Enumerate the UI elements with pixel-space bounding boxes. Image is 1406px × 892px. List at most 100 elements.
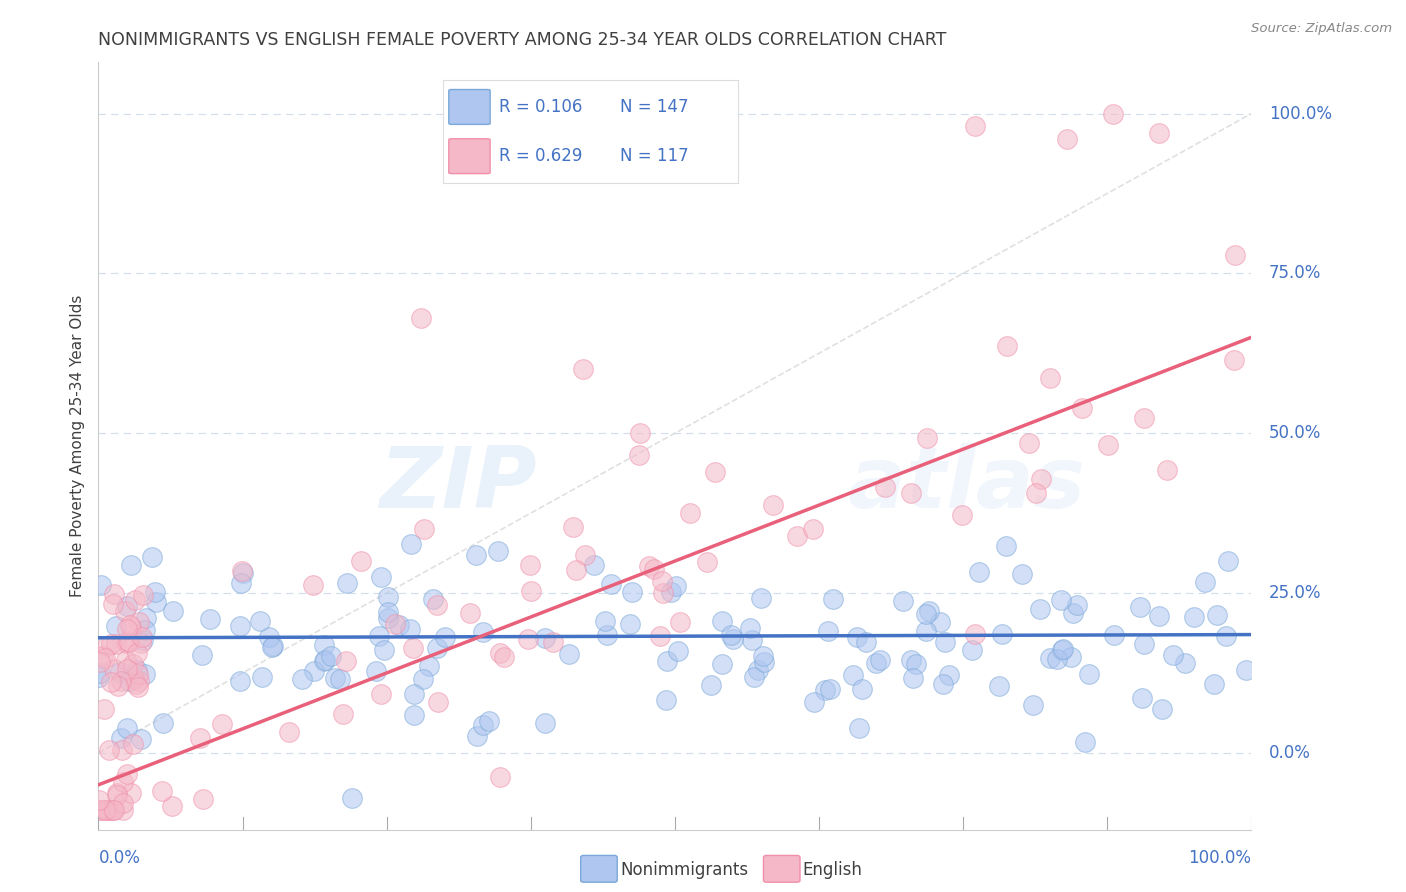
- Point: [132, 633, 155, 648]
- Point: [1218, 554, 1240, 568]
- Point: [402, 640, 425, 655]
- Point: [679, 506, 702, 520]
- Point: [875, 480, 897, 494]
- Point: [1039, 651, 1062, 665]
- Point: [377, 605, 399, 619]
- Point: [90, 804, 112, 818]
- Point: [752, 655, 775, 669]
- Point: [87, 670, 110, 684]
- Point: [655, 654, 678, 668]
- Point: [131, 731, 153, 746]
- Point: [112, 775, 135, 789]
- Text: 0.0%: 0.0%: [1268, 744, 1310, 762]
- Point: [117, 622, 139, 636]
- Text: 25.0%: 25.0%: [1268, 584, 1322, 602]
- Point: [1031, 471, 1053, 485]
- Point: [1156, 463, 1178, 477]
- Point: [1066, 598, 1088, 612]
- Point: [121, 737, 143, 751]
- Text: 0.0%: 0.0%: [98, 849, 141, 867]
- Point: [620, 584, 643, 599]
- Point: [651, 574, 673, 588]
- Point: [478, 714, 501, 728]
- Point: [118, 673, 141, 688]
- Point: [1029, 602, 1052, 616]
- Point: [1215, 629, 1237, 643]
- Point: [741, 633, 763, 648]
- Point: [321, 649, 343, 664]
- Point: [329, 672, 352, 686]
- Point: [1147, 126, 1170, 140]
- Point: [89, 793, 111, 807]
- Point: [191, 648, 214, 662]
- Point: [1011, 567, 1033, 582]
- Point: [565, 563, 588, 577]
- Point: [666, 644, 689, 658]
- Point: [94, 804, 117, 818]
- Point: [229, 619, 252, 633]
- Point: [865, 657, 887, 671]
- Point: [96, 640, 118, 654]
- Point: [150, 783, 173, 797]
- Point: [115, 721, 138, 735]
- Point: [117, 633, 139, 648]
- Point: [312, 638, 335, 652]
- Point: [314, 654, 336, 668]
- Point: [458, 607, 481, 621]
- Point: [143, 584, 166, 599]
- Point: [110, 673, 132, 688]
- Point: [488, 544, 510, 558]
- Text: R = 0.106: R = 0.106: [499, 98, 582, 116]
- Point: [91, 648, 114, 663]
- Point: [1097, 438, 1119, 452]
- Point: [1194, 575, 1216, 590]
- Point: [127, 680, 149, 694]
- Point: [111, 743, 134, 757]
- Point: [842, 668, 865, 682]
- Point: [934, 635, 956, 649]
- Point: [125, 646, 148, 660]
- Point: [368, 629, 391, 643]
- Point: [950, 508, 973, 523]
- Point: [1052, 642, 1074, 657]
- Text: R = 0.629: R = 0.629: [499, 147, 582, 165]
- Point: [141, 550, 163, 565]
- Point: [988, 679, 1011, 693]
- Point: [128, 615, 150, 629]
- Point: [638, 559, 661, 574]
- Point: [752, 648, 775, 663]
- Point: [402, 687, 425, 701]
- Point: [114, 604, 136, 618]
- Point: [104, 619, 127, 633]
- Point: [851, 681, 873, 696]
- Point: [115, 653, 138, 667]
- Point: [655, 693, 678, 707]
- Point: [472, 624, 495, 639]
- Point: [938, 668, 960, 682]
- Point: [336, 576, 359, 591]
- Point: [422, 592, 444, 607]
- Text: 50.0%: 50.0%: [1268, 425, 1322, 442]
- Point: [917, 604, 939, 618]
- Point: [120, 558, 142, 572]
- Point: [426, 695, 449, 709]
- Point: [277, 725, 299, 739]
- Point: [533, 716, 555, 731]
- Point: [302, 664, 325, 678]
- Point: [191, 791, 214, 805]
- Point: [704, 465, 727, 479]
- Point: [1022, 698, 1045, 713]
- Text: English: English: [803, 861, 863, 879]
- Point: [314, 653, 336, 667]
- Text: N = 117: N = 117: [620, 147, 689, 165]
- Point: [120, 620, 142, 634]
- Point: [103, 663, 125, 677]
- Point: [659, 585, 682, 599]
- Point: [107, 789, 129, 803]
- Point: [571, 362, 593, 376]
- Point: [915, 607, 938, 622]
- Text: Nonimmigrants: Nonimmigrants: [620, 861, 748, 879]
- Point: [627, 448, 650, 462]
- Point: [101, 598, 124, 612]
- Point: [619, 616, 641, 631]
